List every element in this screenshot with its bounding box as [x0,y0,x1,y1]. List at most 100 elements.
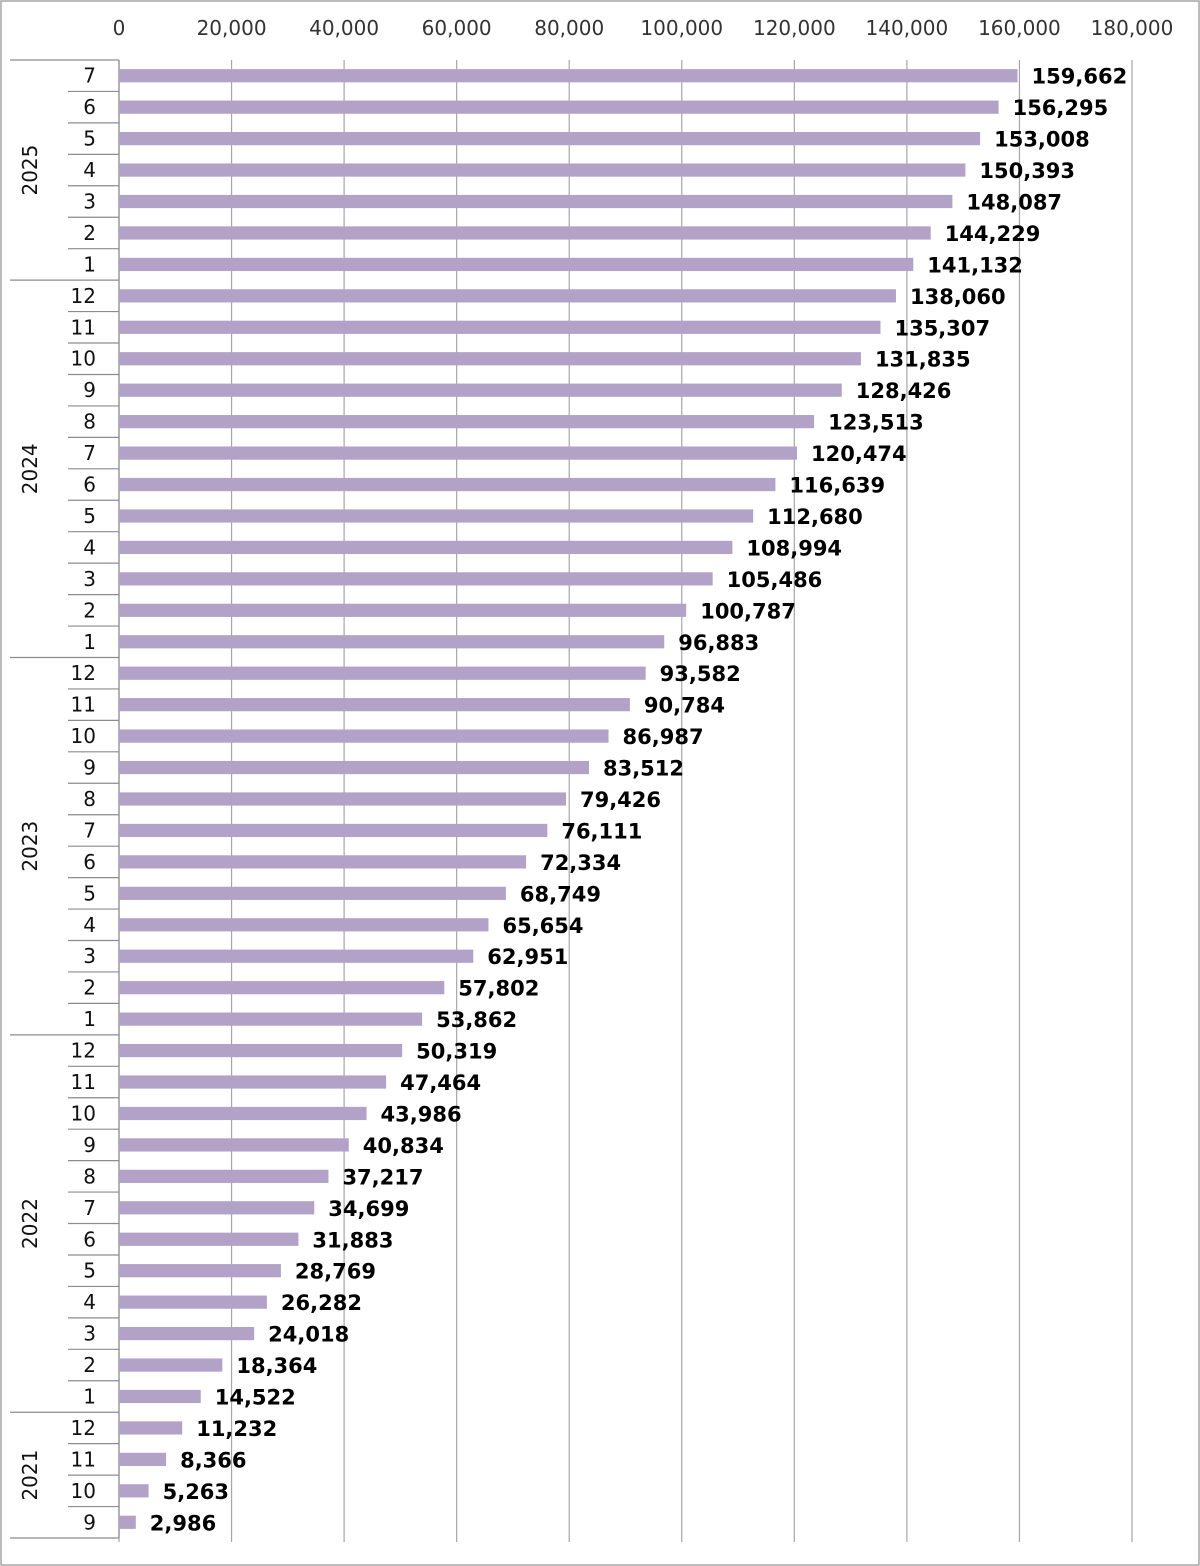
data-label: 2,986 [150,1511,216,1535]
month-label: 11 [71,1070,96,1094]
data-label: 150,393 [979,159,1075,183]
bar [119,698,630,712]
data-label: 47,464 [400,1071,481,1095]
bar [119,540,733,555]
bar [119,1389,201,1404]
month-label: 5 [83,1259,96,1283]
year-label: 2022 [18,1198,42,1249]
month-label: 7 [83,64,96,88]
data-label: 148,087 [966,191,1062,215]
bar [119,163,966,177]
data-label: 156,295 [1013,96,1109,120]
month-label: 3 [83,190,96,214]
data-label: 5,263 [163,1480,229,1504]
bar [119,918,489,932]
month-label: 11 [71,693,96,717]
bar [119,352,861,366]
month-label: 9 [83,1510,96,1534]
month-label: 4 [83,913,96,937]
bar [119,792,566,806]
x-tick-label: 180,000 [1091,16,1174,40]
x-tick-label: 40,000 [309,16,379,40]
data-label: 112,680 [767,505,863,529]
month-label: 7 [83,1196,96,1220]
month-label: 3 [83,1322,96,1346]
data-label: 76,111 [561,819,642,843]
month-label: 6 [83,95,96,119]
bar [119,226,931,240]
bar [119,1106,367,1121]
month-label: 7 [83,818,96,842]
x-tick-label: 120,000 [753,16,836,40]
bar [119,257,914,272]
month-label: 6 [83,473,96,497]
bar [119,1421,183,1435]
month-label: 9 [83,756,96,780]
bar [119,855,527,869]
data-label: 116,639 [789,474,885,498]
data-label: 120,474 [811,442,907,466]
bar [119,1201,315,1215]
bar [119,886,506,900]
data-label: 11,232 [196,1417,277,1441]
month-label: 4 [83,535,96,559]
x-tick-label: 160,000 [978,16,1061,40]
data-label: 96,883 [678,631,759,655]
data-label: 123,513 [828,411,924,435]
month-label: 10 [71,1479,96,1503]
bar [119,981,445,995]
year-label: 2024 [18,443,42,494]
bar [119,320,881,334]
data-label: 128,426 [856,379,952,403]
data-labels: 159,662 156,295 153,008 150,393 148,087 144,2… [150,65,1127,1536]
data-label: 50,319 [416,1040,497,1064]
data-label: 57,802 [458,977,539,1001]
data-label: 138,060 [910,285,1006,309]
bar [119,1012,423,1026]
x-tick-label: 0 [113,16,126,40]
data-label: 14,522 [215,1385,296,1409]
x-tick-label: 80,000 [534,16,604,40]
bar [119,603,687,617]
data-label: 144,229 [945,222,1041,246]
month-label: 4 [83,1290,96,1314]
bar [119,69,1018,83]
data-label: 8,366 [180,1448,246,1472]
month-label: 8 [83,1164,96,1188]
x-tick-label: 100,000 [640,16,723,40]
bar [119,1515,136,1529]
month-label: 12 [71,1416,96,1440]
month-label: 2 [83,598,96,622]
bar [119,1075,387,1089]
data-label: 43,986 [381,1102,462,1126]
data-label: 34,699 [328,1197,409,1221]
data-label: 108,994 [746,536,842,560]
bar [119,100,999,114]
data-label: 65,654 [502,914,583,938]
data-label: 86,987 [623,725,704,749]
data-label: 90,784 [644,694,725,718]
bars [119,69,1018,1529]
month-label: 3 [83,567,96,591]
month-label: 5 [83,504,96,528]
month-label: 1 [83,1384,96,1408]
bar [119,1043,403,1058]
bar [119,509,754,523]
bar [119,1326,255,1341]
bar [119,729,609,743]
month-label: 3 [83,944,96,968]
bar [119,666,646,680]
x-tick-label: 20,000 [197,16,267,40]
month-label: 8 [83,787,96,811]
axes: 0 20,000 40,000 60,000 80,000 100,000 120,000 1… [10,16,1174,1539]
data-label: 72,334 [540,851,621,875]
x-tick-label: 60,000 [422,16,492,40]
data-label: 105,486 [727,568,823,592]
bar [119,415,815,429]
month-label: 10 [71,1101,96,1125]
bar [119,289,896,303]
year-label: 2023 [18,821,42,872]
bar [119,446,798,460]
bar [119,760,589,775]
